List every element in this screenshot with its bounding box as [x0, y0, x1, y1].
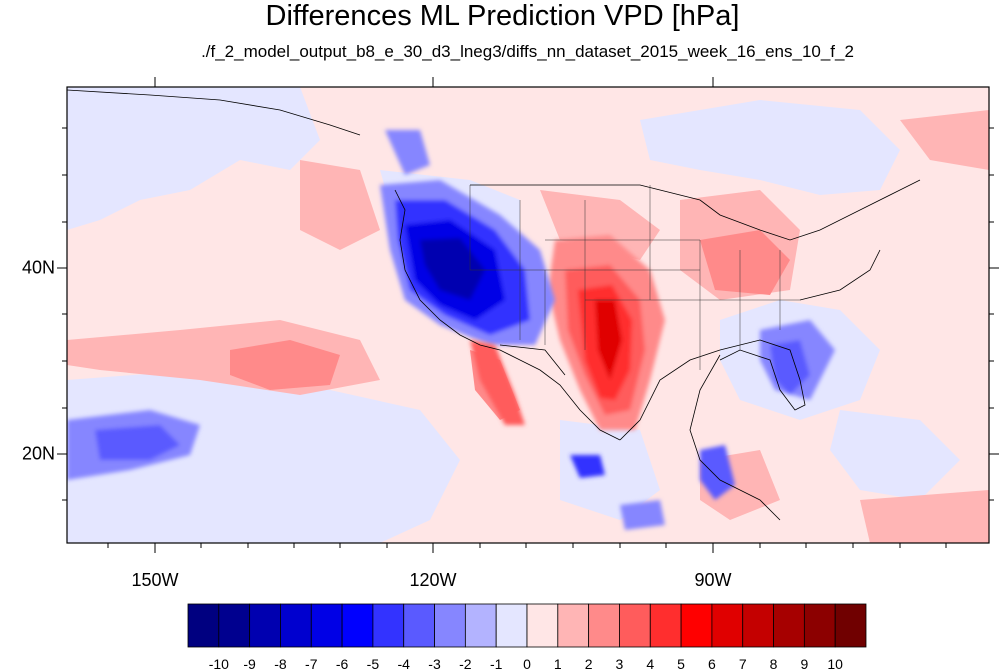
- colorbar-swatch: [526, 603, 559, 648]
- lat-label-20n: 20N: [22, 443, 56, 464]
- colorbar-tick-label: 5: [677, 656, 685, 672]
- map-field: [67, 87, 989, 543]
- map-frame: [66, 86, 990, 544]
- mexico-positive-streak: [470, 340, 525, 425]
- colorbar-swatch: [834, 603, 867, 648]
- lon-label-120w: 120W: [409, 570, 457, 590]
- colorbar-tick-label: -10: [208, 656, 229, 672]
- colorbar-tick-label: -7: [305, 656, 318, 672]
- lat-label-40n: 40N: [22, 257, 56, 278]
- colorbar-swatch: [310, 603, 343, 648]
- colorbar-swatch: [742, 603, 774, 648]
- colorbar-swatch: [680, 603, 713, 648]
- colorbar-swatch: [649, 603, 682, 648]
- colorbar-tick-label: 10: [827, 656, 843, 672]
- state-borders: [469, 185, 800, 370]
- colorbar-swatch: [711, 603, 744, 648]
- colorbar-tick-label: -2: [459, 656, 472, 672]
- coastlines: [67, 89, 921, 521]
- colorbar-tick-label: 8: [769, 656, 778, 672]
- map-title: Differences ML Prediction VPD [hPa]: [265, 0, 740, 32]
- colorbar-tick-label: -3: [428, 656, 441, 672]
- map-subtitle: ./f_2_model_output_b8_e_30_d3_lneg3/diff…: [201, 42, 854, 61]
- colorbar-swatch: [773, 603, 805, 648]
- colorbar-tick-label: 9: [800, 656, 809, 672]
- colorbar-tick-label: 0: [523, 656, 531, 672]
- major-ticks: [57, 77, 999, 553]
- colorbar-swatch: [218, 603, 251, 648]
- colorbar-swatch: [187, 603, 220, 648]
- strong-positive-core: [548, 235, 665, 430]
- colorbar-tick-label: -8: [274, 656, 287, 672]
- colorbar-tick-label: 6: [708, 656, 716, 672]
- colorbar-tick-label: 3: [615, 656, 624, 672]
- colorbar-tick-label: -4: [397, 656, 410, 672]
- colorbar-swatch: [249, 603, 281, 648]
- colorbar-swatch: [588, 603, 620, 648]
- colorbar-tick-label: -9: [243, 656, 256, 672]
- colorbar-tick-label: 2: [584, 656, 593, 672]
- colorbar-tick-label: -1: [489, 656, 503, 672]
- colorbar-swatch: [619, 603, 651, 648]
- colorbar-swatch: [280, 603, 312, 648]
- negative-patches: [67, 130, 835, 530]
- minor-ticks: [62, 127, 994, 548]
- colorbar-swatch: [495, 603, 528, 648]
- colorbar-swatch: [372, 603, 405, 648]
- colorbar-tick-label: 7: [738, 656, 747, 672]
- lon-label-90w: 90W: [694, 570, 732, 590]
- colorbar-swatch: [403, 603, 435, 648]
- colorbar-swatch: [341, 603, 374, 648]
- colorbar-swatch: [803, 603, 836, 648]
- colorbar-swatch: [557, 603, 590, 648]
- lon-label-150w: 150W: [131, 570, 179, 590]
- colorbar: [187, 603, 867, 648]
- colorbar-tick-label: -6: [335, 656, 349, 672]
- colorbar-tick-label: 4: [646, 656, 655, 672]
- colorbar-tick-label: 1: [553, 656, 562, 672]
- colorbar-tick-label: -5: [366, 656, 380, 672]
- colorbar-swatch: [464, 603, 497, 648]
- colorbar-swatch: [434, 603, 466, 648]
